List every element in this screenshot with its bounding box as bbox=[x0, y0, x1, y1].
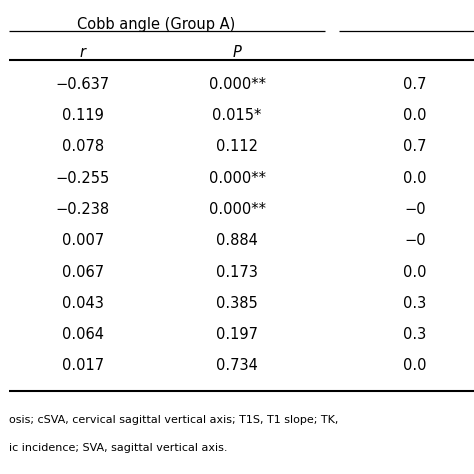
Text: 0.7: 0.7 bbox=[403, 77, 427, 92]
Text: 0.017: 0.017 bbox=[62, 358, 104, 374]
Text: 0.064: 0.064 bbox=[62, 327, 104, 342]
Text: −0.255: −0.255 bbox=[56, 171, 110, 186]
Text: 0.000**: 0.000** bbox=[209, 171, 265, 186]
Text: 0.7: 0.7 bbox=[403, 139, 427, 155]
Text: 0.0: 0.0 bbox=[403, 358, 427, 374]
Text: 0.007: 0.007 bbox=[62, 233, 104, 248]
Text: 0.067: 0.067 bbox=[62, 264, 104, 280]
Text: 0.0: 0.0 bbox=[403, 171, 427, 186]
Text: −0: −0 bbox=[404, 233, 426, 248]
Text: −0.238: −0.238 bbox=[56, 202, 110, 217]
Text: −0.637: −0.637 bbox=[56, 77, 110, 92]
Text: 0.0: 0.0 bbox=[403, 108, 427, 123]
Text: Cobb angle (Group A): Cobb angle (Group A) bbox=[77, 17, 236, 32]
Text: 0.173: 0.173 bbox=[216, 264, 258, 280]
Text: 0.0: 0.0 bbox=[403, 264, 427, 280]
Text: osis; cSVA, cervical sagittal vertical axis; T1S, T1 slope; TK,: osis; cSVA, cervical sagittal vertical a… bbox=[9, 415, 339, 425]
Text: 0.385: 0.385 bbox=[216, 296, 258, 311]
Text: ic incidence; SVA, sagittal vertical axis.: ic incidence; SVA, sagittal vertical axi… bbox=[9, 443, 228, 453]
Text: 0.3: 0.3 bbox=[403, 296, 427, 311]
Text: 0.884: 0.884 bbox=[216, 233, 258, 248]
Text: 0.043: 0.043 bbox=[62, 296, 104, 311]
Text: 0.119: 0.119 bbox=[62, 108, 104, 123]
Text: 0.112: 0.112 bbox=[216, 139, 258, 155]
Text: P: P bbox=[233, 45, 241, 60]
Text: 0.000**: 0.000** bbox=[209, 77, 265, 92]
Text: 0.3: 0.3 bbox=[403, 327, 427, 342]
Text: −0: −0 bbox=[404, 202, 426, 217]
Text: 0.000**: 0.000** bbox=[209, 202, 265, 217]
Text: 0.015*: 0.015* bbox=[212, 108, 262, 123]
Text: 0.197: 0.197 bbox=[216, 327, 258, 342]
Text: 0.078: 0.078 bbox=[62, 139, 104, 155]
Text: r: r bbox=[80, 45, 86, 60]
Text: 0.734: 0.734 bbox=[216, 358, 258, 374]
